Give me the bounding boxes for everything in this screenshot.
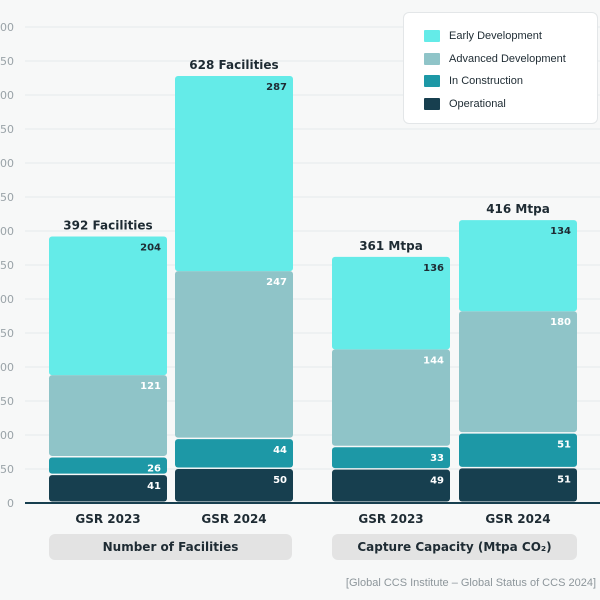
bar-total-label: 361 Mtpa — [359, 239, 423, 253]
bar-total-label: 416 Mtpa — [486, 202, 550, 216]
y-tick-label: 650 — [0, 55, 14, 68]
y-tick-label: 550 — [0, 123, 14, 136]
group-label-facilities: Number of Facilities — [49, 534, 292, 560]
y-tick-label: 600 — [0, 89, 14, 102]
legend-label: Advanced Development — [449, 52, 566, 65]
y-tick-label: 200 — [0, 361, 14, 374]
y-tick-label: 300 — [0, 293, 14, 306]
y-tick-label: 150 — [0, 395, 14, 408]
bar-segment-in-construction — [175, 439, 293, 468]
segment-value-label: 51 — [557, 440, 571, 451]
bar-segment-advanced-development — [459, 311, 577, 433]
x-tick-label: GSR 2024 — [485, 512, 550, 526]
y-tick-label: 500 — [0, 157, 14, 170]
legend-label: In Construction — [449, 75, 523, 88]
legend-label: Early Development — [449, 30, 542, 43]
legend-swatch — [424, 75, 440, 88]
bar-total-label: 628 Facilities — [189, 58, 278, 72]
bar-segment-in-construction — [332, 447, 450, 469]
segment-value-label: 121 — [140, 381, 161, 392]
segment-value-label: 134 — [550, 226, 571, 237]
group-label-capacity: Capture Capacity (Mtpa CO₂) — [332, 534, 577, 560]
bar-segment-early-development — [332, 256, 450, 350]
segment-value-label: 49 — [430, 476, 444, 487]
y-tick-label: 250 — [0, 327, 14, 340]
bar-total-label: 392 Facilities — [63, 218, 152, 232]
bar-segment-advanced-development — [175, 271, 293, 438]
bar-segment-advanced-development — [49, 375, 167, 456]
legend-item: Advanced Development — [424, 48, 597, 71]
legend-item: Early Development — [424, 25, 597, 48]
legend-item: Operational — [424, 93, 597, 116]
segment-value-label: 247 — [266, 277, 287, 288]
y-tick-label: 0 — [7, 497, 14, 510]
x-tick-label: GSR 2023 — [358, 512, 423, 526]
x-tick-label: GSR 2024 — [201, 512, 266, 526]
y-tick-label: 400 — [0, 225, 14, 238]
bar-segment-advanced-development — [332, 349, 450, 446]
legend-label: Operational — [449, 97, 506, 110]
x-tick-label: GSR 2023 — [75, 512, 140, 526]
bar-segment-early-development — [175, 75, 293, 272]
segment-value-label: 41 — [147, 481, 161, 492]
bar-segment-early-development — [459, 220, 577, 312]
y-tick-label: 350 — [0, 259, 14, 272]
segment-value-label: 180 — [550, 317, 571, 328]
bar-segment-operational — [459, 468, 577, 502]
legend-swatch — [424, 97, 440, 110]
legend-swatch — [424, 52, 440, 65]
y-tick-label: 100 — [0, 429, 14, 442]
y-tick-label: 450 — [0, 191, 14, 204]
segment-value-label: 44 — [273, 445, 287, 456]
segment-value-label: 136 — [423, 263, 444, 274]
bar-segment-operational — [175, 469, 293, 502]
source-note: [Global CCS Institute – Global Status of… — [345, 577, 596, 589]
segment-value-label: 50 — [273, 475, 287, 486]
segment-value-label: 287 — [266, 82, 287, 93]
y-tick-label: 700 — [0, 21, 14, 34]
bar-segment-in-construction — [49, 457, 167, 474]
bar-segment-operational — [49, 475, 167, 502]
legend: Early Development Advanced Development In … — [403, 12, 598, 124]
segment-value-label: 204 — [140, 242, 161, 253]
segment-value-label: 51 — [557, 474, 571, 485]
segment-value-label: 33 — [430, 453, 444, 464]
bar-segment-in-construction — [459, 433, 577, 467]
legend-swatch — [424, 30, 440, 43]
segment-value-label: 144 — [423, 355, 444, 366]
bar-segment-operational — [332, 469, 450, 502]
segment-value-label: 26 — [147, 463, 161, 474]
bar-segment-early-development — [49, 236, 167, 376]
legend-item: In Construction — [424, 70, 597, 93]
y-tick-label: 50 — [0, 463, 14, 476]
